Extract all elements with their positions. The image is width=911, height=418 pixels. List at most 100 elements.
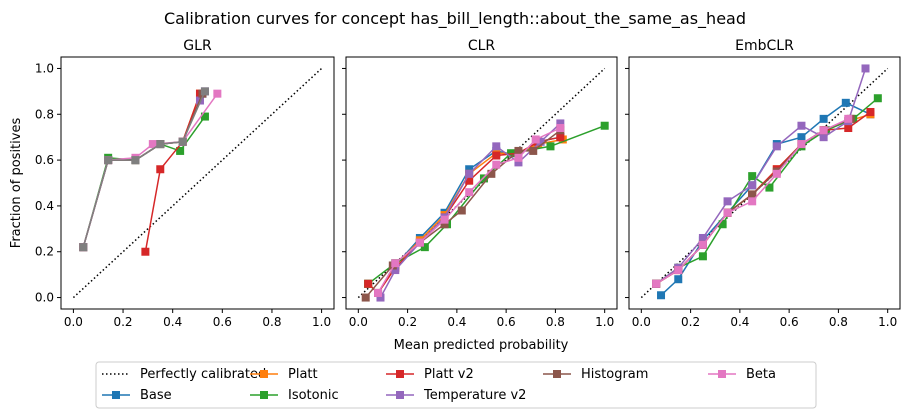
data-point (492, 142, 501, 151)
data-point (819, 126, 828, 135)
data-point (556, 133, 565, 142)
data-point (457, 206, 466, 215)
data-point (514, 153, 523, 162)
data-point (765, 183, 774, 192)
data-point (415, 238, 424, 247)
series-platt (79, 89, 204, 252)
series-line (660, 101, 871, 296)
data-point (674, 275, 683, 284)
legend-entry-histogram: Histogram (543, 367, 648, 382)
data-point (200, 87, 209, 96)
perfect-calibration-line (72, 67, 323, 299)
data-point (514, 146, 523, 155)
x-tick-label: 0.8 (829, 315, 848, 329)
data-point (465, 165, 474, 174)
data-point (536, 137, 545, 146)
data-point (79, 243, 88, 252)
legend-label: Perfectly calibrated (140, 367, 266, 382)
series-beta (652, 114, 853, 288)
y-tick-label: 0.4 (35, 199, 54, 213)
series-line (82, 93, 204, 248)
axes-frame (345, 56, 618, 310)
series-line (655, 113, 871, 285)
data-point (440, 215, 449, 224)
legend-entry-tempv2: Temperature v2 (386, 388, 526, 403)
legend-label: Platt v2 (424, 367, 474, 382)
data-point (841, 98, 850, 107)
x-tick-label: 0.0 (349, 315, 368, 329)
data-point (391, 259, 400, 268)
panel-title: CLR (468, 38, 496, 54)
series-histogram-gray- (79, 87, 209, 252)
data-point (718, 220, 727, 229)
x-tick-label: 0.2 (398, 315, 417, 329)
legend-label: Isotonic (288, 388, 339, 403)
data-point (465, 169, 474, 178)
data-point (748, 197, 757, 206)
data-point (148, 140, 157, 149)
data-point (797, 133, 806, 142)
panel-clr: CLR 0.0 0.2 0.4 0.6 0.8 1.0 (342, 38, 618, 329)
x-tick-label: 0.2 (681, 315, 700, 329)
x-tick-label: 0.2 (113, 315, 132, 329)
legend-entry-perfect: Perfectly calibrated (102, 367, 266, 382)
series-line (655, 111, 871, 285)
data-point (178, 137, 187, 146)
axes-frame (628, 56, 901, 310)
x-axis-label: Mean predicted probability (394, 338, 569, 353)
x-tick-label: 0.4 (447, 315, 466, 329)
y-tick-label: 0.6 (35, 153, 54, 167)
data-point (556, 124, 565, 133)
series-line (82, 91, 206, 248)
data-point (176, 146, 185, 155)
data-point (364, 279, 373, 288)
data-point (844, 114, 853, 123)
legend-marker (396, 370, 404, 378)
panel-title: EmbCLR (735, 38, 794, 54)
legend-label: Base (140, 388, 172, 403)
data-point (861, 64, 870, 73)
data-point (200, 112, 209, 121)
x-tick-label: 0.8 (262, 315, 281, 329)
legend-entry-platt: Platt (250, 367, 318, 382)
series-line (82, 93, 204, 248)
data-point (104, 156, 113, 165)
data-point (698, 240, 707, 249)
legend-entry-isotonic: Isotonic (250, 388, 339, 403)
y-tick-label: 1.0 (35, 61, 54, 75)
data-point (797, 140, 806, 149)
data-point (819, 114, 828, 123)
legend-marker (260, 391, 268, 399)
data-point (376, 293, 385, 302)
data-point (156, 165, 165, 174)
data-point (723, 208, 732, 217)
x-tick-label: 1.0 (878, 315, 897, 329)
data-point (487, 169, 496, 178)
data-point (657, 291, 666, 300)
legend-entry-plattv2: Platt v2 (386, 367, 474, 382)
data-point (772, 169, 781, 178)
data-point (546, 142, 555, 151)
data-point (723, 197, 732, 206)
series-line (655, 97, 879, 285)
data-point (797, 121, 806, 130)
data-point (361, 293, 370, 302)
data-point (772, 142, 781, 151)
panel-glr: GLR 0.0 0.2 0.4 0.6 0.8 1.0 0.0 0.2 0.4 0.6 0.8 1.0 (35, 38, 335, 329)
legend-label: Histogram (581, 367, 648, 382)
x-tick-label: 0.6 (213, 315, 232, 329)
x-tick-label: 0.4 (730, 315, 749, 329)
data-point (556, 119, 565, 128)
figure-title: Calibration curves for concept has_bill_… (164, 9, 746, 29)
series-line (655, 68, 867, 285)
data-point (748, 190, 757, 199)
series-temperature-v2 (652, 64, 870, 288)
x-tick-label: 0.6 (497, 315, 516, 329)
data-point (873, 94, 882, 103)
x-tick-label: 0.8 (546, 315, 565, 329)
series-temperature-v2 (79, 87, 209, 252)
series-histogram (79, 89, 207, 252)
data-point (531, 135, 540, 144)
data-point (748, 181, 757, 190)
data-point (866, 107, 875, 116)
